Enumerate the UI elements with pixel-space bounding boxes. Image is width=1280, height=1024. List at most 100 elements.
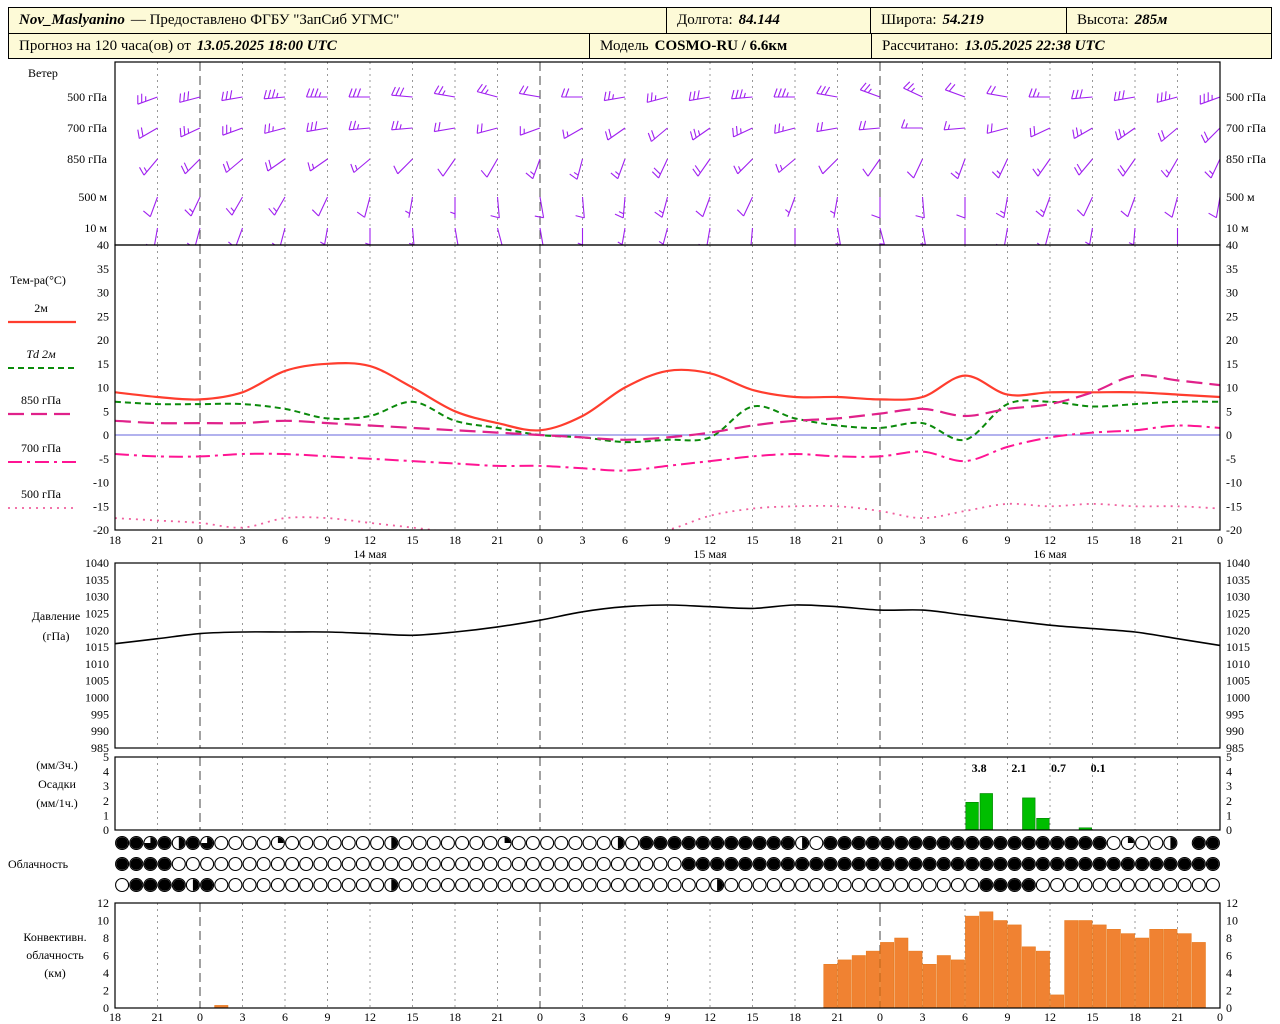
time-tick-label: 9: [665, 533, 671, 547]
legend-label-t2m: 2м: [34, 301, 48, 315]
temp-ytick-left: -20: [93, 523, 109, 537]
temp-ytick-right: -15: [1226, 499, 1242, 513]
latitude-value: 54.219: [942, 12, 984, 28]
temp-ytick-right: -10: [1226, 476, 1242, 490]
temperature-series-t700: [115, 424, 1220, 472]
precip-ytick-left: 1: [103, 808, 109, 822]
pressure-ytick-right: 1020: [1226, 623, 1250, 637]
temperature-series-t2m: [115, 362, 1220, 432]
pressure-ytick-right: 990: [1226, 724, 1244, 738]
convective-bar: [851, 955, 866, 1009]
convective-ytick-right: 8: [1226, 931, 1232, 945]
time-tick-label: 15: [1087, 533, 1099, 547]
convective-ytick-right: 6: [1226, 949, 1232, 963]
time-tick-label-bottom: 0: [877, 1010, 883, 1024]
wind-level-label-left: 500 гПа: [67, 90, 108, 104]
temp-ytick-left: -15: [93, 499, 109, 513]
temp-ytick-right: 30: [1226, 286, 1238, 300]
temp-ytick-right: 5: [1226, 404, 1232, 418]
forecast-label: Прогноз на 120 часа(ов) от: [19, 37, 191, 54]
precip-amount-label: 2.1: [1011, 761, 1026, 775]
time-tick-label-bottom: 3: [920, 1010, 926, 1024]
convective-ytick-right: 2: [1226, 984, 1232, 998]
convective-bar: [1078, 920, 1093, 1009]
temp-ytick-right: 35: [1226, 262, 1238, 276]
time-tick-label: 15: [747, 533, 759, 547]
convective-bar: [908, 950, 923, 1009]
precip-bar: [965, 801, 979, 831]
time-tick-label: 18: [789, 533, 801, 547]
pressure-ytick-left: 1035: [85, 573, 109, 587]
convective-bar: [1191, 942, 1206, 1009]
convective-bar: [950, 959, 965, 1009]
pressure-ytick-right: 1010: [1226, 657, 1250, 671]
precip-title-line: (мм/1ч.): [36, 796, 78, 810]
time-tick-label-bottom: 9: [1005, 1010, 1011, 1024]
time-tick-label: 9: [1005, 533, 1011, 547]
time-tick-label: 0: [877, 533, 883, 547]
time-tick-label: 9: [325, 533, 331, 547]
pressure-ytick-left: 1020: [85, 623, 109, 637]
pressure-series: [114, 604, 1221, 647]
wind-level-label-right: 500 м: [1226, 190, 1255, 204]
convective-bar: [979, 911, 994, 1009]
precip-title-line: (мм/3ч.): [36, 758, 78, 772]
latitude-label: Широта:: [881, 12, 937, 28]
time-tick-label: 0: [537, 533, 543, 547]
time-tick-label: 21: [492, 533, 504, 547]
temp-ytick-left: 40: [97, 238, 109, 252]
temp-ytick-left: 10: [97, 381, 109, 395]
temp-ytick-right: 15: [1226, 357, 1238, 371]
time-tick-label: 0: [1217, 533, 1223, 547]
time-tick-label-bottom: 15: [1087, 1010, 1099, 1024]
precip-ytick-right: 2: [1226, 794, 1232, 808]
precip-ytick-right: 1: [1226, 808, 1232, 822]
wind-level-label-left: 500 м: [78, 190, 107, 204]
time-tick-label: 21: [832, 533, 844, 547]
convective-bar: [1050, 994, 1065, 1009]
time-tick-label-bottom: 6: [622, 1010, 628, 1024]
time-tick-label-bottom: 6: [282, 1010, 288, 1024]
time-tick-label: 18: [449, 533, 461, 547]
pressure-ytick-left: 1040: [85, 556, 109, 570]
cloudiness-panel: Облачность: [8, 835, 1220, 893]
pressure-ytick-right: 1035: [1226, 573, 1250, 587]
temp-ytick-left: 20: [97, 333, 109, 347]
pressure-ytick-left: 1030: [85, 590, 109, 604]
time-tick-label: 3: [240, 533, 246, 547]
convective-title-line: облачность: [26, 948, 84, 962]
time-tick-label-bottom: 18: [1129, 1010, 1141, 1024]
calc-time: 13.05.2025 22:38 UTC: [964, 37, 1105, 54]
pressure-ytick-right: 1025: [1226, 606, 1250, 620]
header-row-forecast: Прогноз на 120 часа(ов) от 13.05.2025 18…: [9, 33, 1271, 58]
convective-bar: [922, 964, 937, 1009]
time-tick-label: 15: [407, 533, 419, 547]
temp-ytick-right: -20: [1226, 523, 1242, 537]
time-tick-label-bottom: 12: [364, 1010, 376, 1024]
convective-bar: [865, 950, 880, 1009]
convective-bar: [1106, 929, 1121, 1009]
pressure-ytick-right: 995: [1226, 707, 1244, 721]
time-tick-label: 18: [1129, 533, 1141, 547]
convective-ytick-left: 6: [103, 949, 109, 963]
convective-bar: [894, 937, 909, 1009]
time-tick-label: 18: [109, 533, 121, 547]
pressure-ytick-right: 1005: [1226, 674, 1250, 688]
precip-amount-label: 0.1: [1091, 761, 1106, 775]
wind-barbs-level-2: [115, 158, 1220, 180]
pressure-ytick-left: 1015: [85, 640, 109, 654]
calc-cell: Рассчитано: 13.05.2025 22:38 UTC: [871, 34, 1271, 58]
wind-labels: Ветер 500 гПа 500 гПа 700 гПа 700 гПа 850 гПа…: [28, 66, 1267, 235]
precip-ytick-right: 4: [1226, 765, 1232, 779]
time-tick-label-bottom: 21: [832, 1010, 844, 1024]
provider-text: — Предоставлено ФГБУ "ЗапСиб УГМС": [130, 12, 400, 28]
convective-ytick-right: 10: [1226, 914, 1238, 928]
time-tick-label-bottom: 9: [665, 1010, 671, 1024]
temp-ytick-left: 15: [97, 357, 109, 371]
pressure-ytick-left: 1005: [85, 674, 109, 688]
precip-bar: [979, 793, 993, 831]
convective-ytick-left: 12: [97, 896, 109, 910]
convective-ytick-right: 0: [1226, 1001, 1232, 1015]
